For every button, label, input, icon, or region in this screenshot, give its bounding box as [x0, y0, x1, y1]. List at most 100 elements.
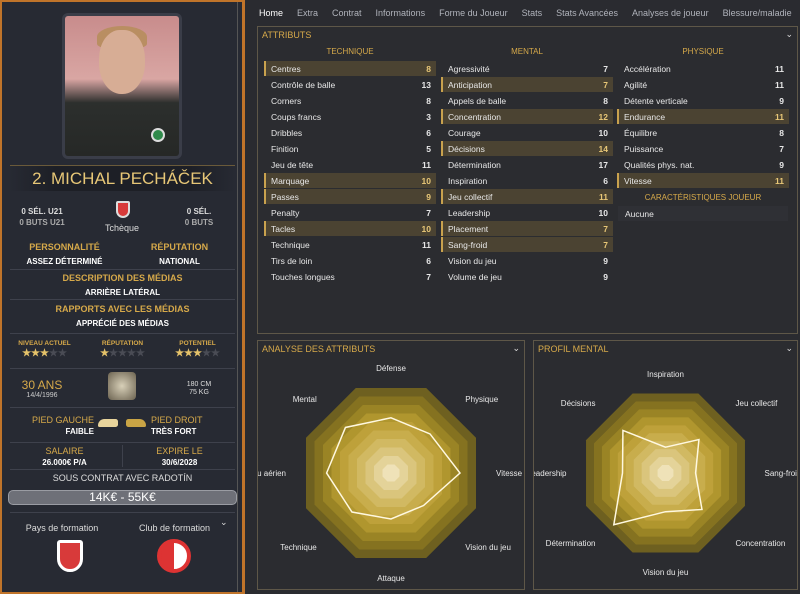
- attribute-row[interactable]: Touches longues 7: [264, 269, 436, 284]
- reputation-value: NATIONAL: [159, 257, 200, 266]
- training-club-label: Club de formation: [138, 523, 211, 533]
- tab-item[interactable]: Stats: [521, 8, 543, 18]
- attribute-row[interactable]: Dribbles 6: [264, 125, 436, 140]
- caps: 0 SÉL.: [186, 207, 212, 216]
- attribute-value: 6: [603, 175, 608, 186]
- divider: [10, 299, 235, 300]
- club-crest-icon: [151, 128, 165, 142]
- radar-axis-label: Physique: [465, 395, 498, 404]
- attribute-row[interactable]: Anticipation 7: [441, 77, 613, 92]
- divider: [237, 2, 238, 592]
- attribute-row[interactable]: Vision du jeu 9: [441, 253, 613, 268]
- u21-caps: 0 SÉL. U21: [21, 207, 63, 216]
- star-icon: ★: [48, 348, 58, 359]
- contract-status[interactable]: SOUS CONTRAT AVEC RADOTÍN: [52, 473, 193, 483]
- tab-item[interactable]: Informations: [375, 8, 426, 18]
- reputation-label: RÉPUTATION: [150, 242, 209, 252]
- value-range-bar: 14K€ - 55K€: [8, 490, 237, 505]
- attribute-row[interactable]: Accélération 11: [617, 61, 789, 76]
- chevron-down-icon[interactable]: ⌄: [785, 343, 793, 353]
- panel-title: ATTRIBUTS: [262, 30, 312, 40]
- chevron-down-icon[interactable]: ⌄: [220, 517, 228, 527]
- tab-item[interactable]: Extra: [297, 8, 319, 18]
- attribute-value: 3: [426, 111, 431, 122]
- attribute-name: Jeu de tête: [271, 159, 314, 170]
- attribute-row[interactable]: Agressivité 7: [441, 61, 613, 76]
- attribute-row[interactable]: Courage 10: [441, 125, 613, 140]
- tab-item[interactable]: Analyses de joueur: [632, 8, 709, 18]
- attribute-value: 11: [775, 79, 784, 90]
- right-boot-icon: [126, 419, 146, 427]
- attribute-row[interactable]: Centres 8: [264, 61, 436, 76]
- attribute-row[interactable]: Volume de jeu 9: [441, 269, 613, 284]
- attribute-name: Appels de balle: [448, 95, 507, 106]
- radar-axis-label: Jeu collectif: [736, 399, 779, 408]
- star-rating: ★★★★★: [90, 348, 155, 359]
- attribute-row[interactable]: Vitesse 11: [617, 173, 789, 188]
- attribute-row[interactable]: Tacles 10: [264, 221, 436, 236]
- attribute-row[interactable]: Qualités phys. nat. 9: [617, 157, 789, 172]
- radar-ring: [657, 465, 674, 481]
- attribute-value: 10: [598, 127, 608, 138]
- attribute-row[interactable]: Inspiration 6: [441, 173, 613, 188]
- attribute-row[interactable]: Corners 8: [264, 93, 436, 108]
- attribute-row[interactable]: Tirs de loin 6: [264, 253, 436, 268]
- attribute-row[interactable]: Sang-froid 7: [441, 237, 613, 252]
- radar-axis-label: Vitesse: [496, 469, 523, 478]
- attribute-row[interactable]: Jeu collectif 11: [441, 189, 613, 204]
- attribute-name: Jeu collectif: [448, 191, 493, 202]
- attribute-value: 12: [598, 111, 608, 122]
- tab-item[interactable]: Contrat: [332, 8, 362, 18]
- attribute-name: Anticipation: [448, 79, 492, 90]
- attribute-row[interactable]: Équilibre 8: [617, 125, 789, 140]
- tab-item[interactable]: Stats Avancées: [556, 8, 619, 18]
- radar-axis-label: Leadership: [534, 469, 567, 478]
- attribute-row[interactable]: Jeu de tête 11: [264, 157, 436, 172]
- attribute-row[interactable]: Contrôle de balle 13: [264, 77, 436, 92]
- media-relations-value: APPRÉCIÉ DES MÉDIAS: [76, 319, 169, 328]
- rating-label: RÉPUTATION: [101, 340, 144, 347]
- attribute-name: Vision du jeu: [448, 255, 497, 266]
- u21-goals: 0 BUTS U21: [19, 218, 65, 227]
- attribute-row[interactable]: Décisions 14: [441, 141, 613, 156]
- attribute-row[interactable]: Penalty 7: [264, 205, 436, 220]
- attribute-value: 7: [779, 143, 784, 154]
- attribute-row[interactable]: Détente verticale 9: [617, 93, 789, 108]
- divider: [10, 333, 235, 334]
- date-of-birth: 14/4/1996: [26, 392, 58, 399]
- attribute-value: 11: [422, 159, 431, 170]
- tab-item[interactable]: Home: [259, 8, 284, 18]
- attribute-value: 7: [603, 223, 608, 234]
- attribute-name: Agressivité: [448, 63, 490, 74]
- radar-series-polygon: [612, 429, 703, 526]
- attribute-row[interactable]: Agilité 11: [617, 77, 789, 92]
- radar-axis-label: Concentration: [736, 539, 786, 548]
- attribute-row[interactable]: Marquage 10: [264, 173, 436, 188]
- tab-item[interactable]: Forme du Joueur: [439, 8, 508, 18]
- tab-item[interactable]: Blessure/maladie: [722, 8, 792, 18]
- divider: [10, 407, 235, 408]
- attribute-row[interactable]: Leadership 10: [441, 205, 613, 220]
- nationality[interactable]: Tchèque: [104, 223, 140, 233]
- attribute-row[interactable]: Technique 11: [264, 237, 436, 252]
- mental-profile-panel: PROFIL MENTAL ⌄ Inspiration Jeu collectif…: [533, 340, 798, 590]
- star-icon: ★: [22, 348, 32, 359]
- rating-label: POTENTIEL: [179, 340, 216, 347]
- attribute-value: 14: [598, 143, 608, 154]
- chevron-down-icon[interactable]: ⌄: [785, 29, 793, 39]
- attribute-row[interactable]: Appels de balle 8: [441, 93, 613, 108]
- attribute-row[interactable]: Coups francs 3: [264, 109, 436, 124]
- attribute-row[interactable]: Endurance 11: [617, 109, 789, 124]
- attribute-name: Détermination: [448, 159, 501, 170]
- star-icon: ★: [184, 348, 194, 359]
- attribute-row[interactable]: Concentration 12: [441, 109, 613, 124]
- star-icon: ★: [31, 348, 41, 359]
- attribute-row[interactable]: Détermination 17: [441, 157, 613, 172]
- attribute-row[interactable]: Finition 5: [264, 141, 436, 156]
- radar-series-polygon: [325, 417, 462, 520]
- chevron-down-icon[interactable]: ⌄: [512, 343, 520, 353]
- attribute-row[interactable]: Passes 9: [264, 189, 436, 204]
- attribute-row[interactable]: Puissance 7: [617, 141, 789, 156]
- radar-ring: [382, 464, 400, 482]
- attribute-row[interactable]: Placement 7: [441, 221, 613, 236]
